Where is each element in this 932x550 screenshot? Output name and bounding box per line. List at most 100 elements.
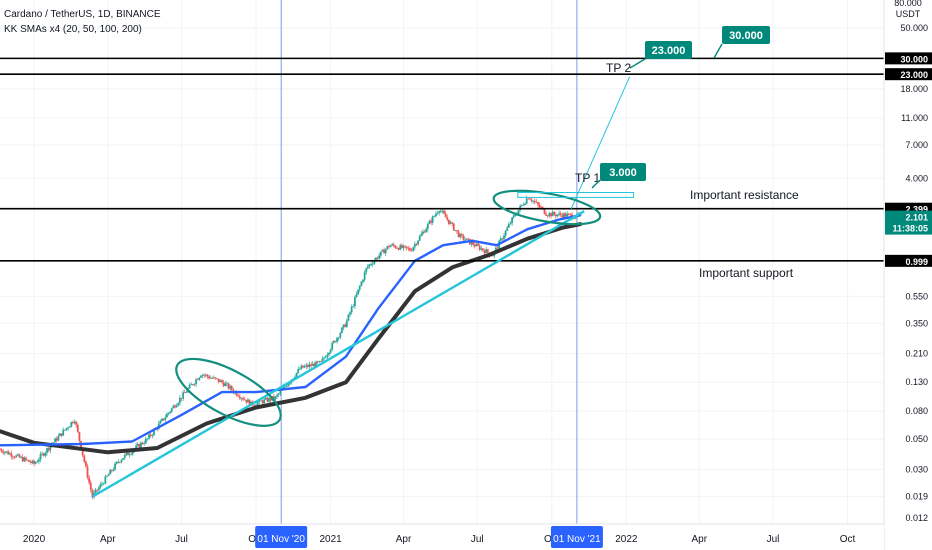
candle-body bbox=[323, 357, 326, 359]
candle-body bbox=[561, 214, 564, 218]
tp1-callout-pointer bbox=[591, 179, 601, 189]
candle-body bbox=[149, 434, 152, 436]
price-tick: 50.000 bbox=[900, 23, 928, 33]
candle-body bbox=[415, 243, 418, 245]
candle-body bbox=[203, 374, 206, 376]
level-30-tag-bg bbox=[885, 52, 932, 65]
candle-body bbox=[29, 462, 32, 463]
candle-body bbox=[125, 452, 128, 455]
candle-body bbox=[99, 484, 102, 488]
current-price-tag-bg bbox=[885, 210, 932, 235]
candle-body bbox=[435, 213, 437, 216]
candle-body bbox=[235, 391, 238, 396]
tp1-callout: 3.000 bbox=[609, 167, 637, 179]
candle-body bbox=[238, 396, 241, 399]
candle-body bbox=[0, 449, 3, 452]
candle-body bbox=[131, 450, 134, 454]
candle-body bbox=[83, 455, 86, 462]
candle-body bbox=[464, 239, 466, 241]
candle-body bbox=[219, 380, 222, 383]
candle-body bbox=[447, 219, 450, 224]
candle-body bbox=[436, 213, 439, 214]
candle-body bbox=[47, 448, 50, 451]
candle-body bbox=[91, 489, 94, 498]
candle-body bbox=[143, 443, 146, 445]
candle-body bbox=[67, 427, 69, 429]
tp2-callout-bg bbox=[645, 41, 692, 59]
candle-body bbox=[384, 249, 387, 254]
candle-body bbox=[520, 204, 523, 206]
candle-body bbox=[68, 426, 71, 428]
candle-body bbox=[400, 245, 403, 249]
candle-body bbox=[141, 442, 144, 444]
candle-body bbox=[191, 384, 194, 386]
candle-body bbox=[441, 210, 444, 212]
candle-body bbox=[13, 456, 16, 458]
candle-body bbox=[524, 203, 526, 205]
candle-body bbox=[59, 433, 61, 437]
price-tick: 0.030 bbox=[905, 464, 928, 474]
candle-body bbox=[405, 246, 408, 249]
candle-body bbox=[503, 235, 505, 240]
candle-body bbox=[237, 395, 240, 397]
candle-body bbox=[217, 378, 220, 383]
candle-body bbox=[211, 377, 214, 379]
candle-body bbox=[130, 453, 133, 455]
candle-body bbox=[282, 386, 285, 390]
candle-body bbox=[78, 432, 81, 441]
candle-body bbox=[174, 405, 176, 408]
candle-body bbox=[169, 411, 172, 413]
candle-body bbox=[41, 453, 44, 455]
candle-body bbox=[195, 379, 197, 384]
candles bbox=[0, 195, 582, 500]
candle-body bbox=[370, 264, 373, 266]
candle-body bbox=[298, 368, 301, 370]
price-unit-label: USDT bbox=[896, 9, 921, 19]
level-30-tag: 30.000 bbox=[900, 54, 928, 64]
candle-body bbox=[337, 337, 340, 339]
candle-body bbox=[272, 396, 275, 400]
candle-body bbox=[331, 342, 334, 350]
indicator-legend: KK SMAs x4 (20, 50, 100, 200) bbox=[4, 24, 142, 35]
candle-body bbox=[485, 249, 488, 254]
important-support-label: Important support bbox=[699, 266, 794, 280]
candle-body bbox=[454, 230, 457, 231]
candle-body bbox=[341, 327, 343, 333]
candle-body bbox=[433, 215, 436, 217]
candle-body bbox=[475, 243, 478, 247]
candle-body bbox=[110, 470, 113, 471]
level-23-tag-bg bbox=[885, 68, 932, 81]
candle-body bbox=[342, 324, 345, 328]
candle-body bbox=[422, 231, 424, 234]
candle-body bbox=[425, 228, 428, 233]
candle-body bbox=[73, 421, 76, 423]
candle-body bbox=[535, 201, 538, 203]
candle-body bbox=[404, 245, 407, 247]
time-tick: Jul bbox=[175, 534, 188, 545]
support-tag: 0.999 bbox=[905, 257, 928, 267]
candle-body bbox=[3, 451, 6, 454]
support-tag-bg bbox=[885, 254, 932, 267]
candle-body bbox=[277, 393, 280, 395]
candle-body bbox=[89, 482, 92, 490]
candle-body bbox=[444, 213, 447, 218]
price-axis-bg bbox=[884, 0, 932, 550]
candle-body bbox=[153, 429, 155, 436]
tp2-label: TP 2 bbox=[606, 61, 631, 75]
candle-body bbox=[478, 245, 481, 250]
candle-body bbox=[106, 475, 108, 477]
candle-body bbox=[76, 424, 79, 433]
candle-body bbox=[62, 429, 65, 436]
candle-body bbox=[462, 235, 465, 240]
time-tick: 2022 bbox=[615, 534, 638, 545]
candle-body bbox=[543, 208, 546, 214]
candle-body bbox=[268, 397, 270, 402]
candle-body bbox=[104, 476, 107, 484]
candle-body bbox=[412, 247, 415, 251]
candle-body bbox=[538, 204, 541, 208]
resistance-tag: 2.399 bbox=[905, 205, 928, 215]
candle-body bbox=[18, 454, 21, 458]
candle-body bbox=[162, 418, 165, 421]
candle-body bbox=[328, 352, 330, 355]
